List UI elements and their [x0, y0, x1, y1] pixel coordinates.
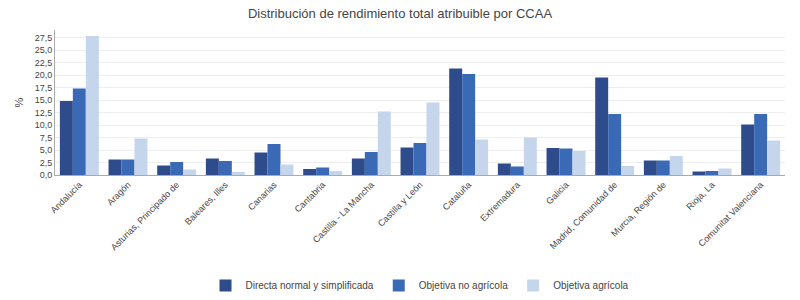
- svg-text:%: %: [13, 97, 25, 107]
- svg-text:Murcia, Región de: Murcia, Región de: [609, 180, 668, 239]
- svg-text:17,5: 17,5: [35, 83, 53, 93]
- svg-text:Objetiva no agrícola: Objetiva no agrícola: [419, 280, 508, 291]
- svg-text:7,5: 7,5: [40, 133, 53, 143]
- svg-text:Castilla - La Mancha: Castilla - La Mancha: [311, 180, 376, 245]
- svg-text:Cantabria: Cantabria: [293, 180, 328, 215]
- svg-text:5,0: 5,0: [40, 145, 53, 155]
- svg-text:Baleares, Illes: Baleares, Illes: [183, 179, 230, 226]
- svg-text:Aragón: Aragón: [105, 180, 133, 208]
- svg-text:Directa normal y simplificada: Directa normal y simplificada: [246, 280, 374, 291]
- svg-text:Madrid, Comunidad de: Madrid, Comunidad de: [548, 180, 619, 251]
- svg-text:Comunitat Valenciana: Comunitat Valenciana: [696, 180, 765, 249]
- svg-text:Castilla y León: Castilla y León: [376, 180, 425, 229]
- svg-text:Rioja, La: Rioja, La: [684, 180, 716, 212]
- svg-text:Objetiva agrícola: Objetiva agrícola: [553, 280, 628, 291]
- svg-text:2,5: 2,5: [40, 158, 53, 168]
- svg-text:20,0: 20,0: [35, 70, 53, 80]
- svg-text:Asturias, Principado de: Asturias, Principado de: [109, 180, 182, 253]
- svg-text:Andalucía: Andalucía: [49, 180, 84, 215]
- svg-text:12,5: 12,5: [35, 108, 53, 118]
- svg-text:Extremadura: Extremadura: [478, 180, 522, 224]
- svg-text:0,0: 0,0: [40, 170, 53, 180]
- svg-text:Canarias: Canarias: [246, 179, 279, 212]
- svg-text:15,0: 15,0: [35, 95, 53, 105]
- svg-text:Cataluña: Cataluña: [441, 180, 474, 213]
- svg-text:27,5: 27,5: [35, 33, 53, 43]
- svg-text:10,0: 10,0: [35, 120, 53, 130]
- svg-text:Distribución de rendimiento to: Distribución de rendimiento total atribu…: [248, 6, 553, 21]
- svg-text:25,0: 25,0: [35, 45, 53, 55]
- svg-text:Galicia: Galicia: [544, 180, 571, 207]
- svg-text:22,5: 22,5: [35, 58, 53, 68]
